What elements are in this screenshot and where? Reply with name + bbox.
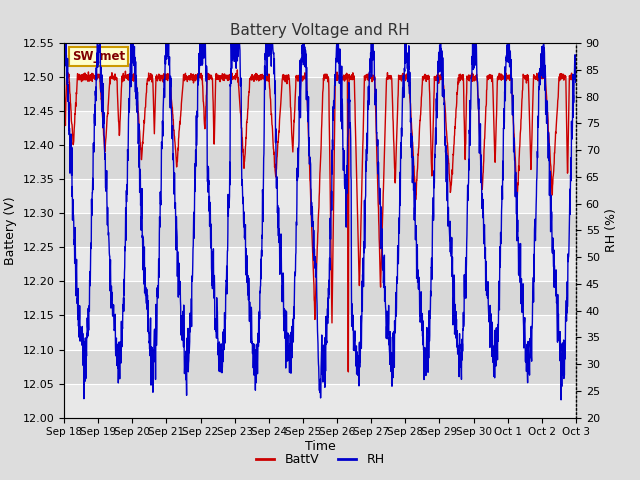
Y-axis label: Battery (V): Battery (V) bbox=[4, 196, 17, 264]
Bar bbox=[64, 111, 576, 145]
Bar bbox=[64, 214, 576, 247]
Bar bbox=[64, 315, 576, 349]
Legend: BattV, RH: BattV, RH bbox=[250, 448, 390, 471]
Bar bbox=[64, 145, 576, 180]
Bar bbox=[64, 349, 576, 384]
Bar bbox=[64, 384, 576, 418]
Bar bbox=[64, 180, 576, 214]
Title: Battery Voltage and RH: Battery Voltage and RH bbox=[230, 23, 410, 38]
Bar bbox=[64, 77, 576, 111]
Bar bbox=[64, 43, 576, 77]
Text: SW_met: SW_met bbox=[72, 50, 125, 63]
Bar bbox=[64, 281, 576, 315]
Bar bbox=[64, 247, 576, 281]
Y-axis label: RH (%): RH (%) bbox=[605, 208, 618, 252]
X-axis label: Time: Time bbox=[305, 440, 335, 453]
